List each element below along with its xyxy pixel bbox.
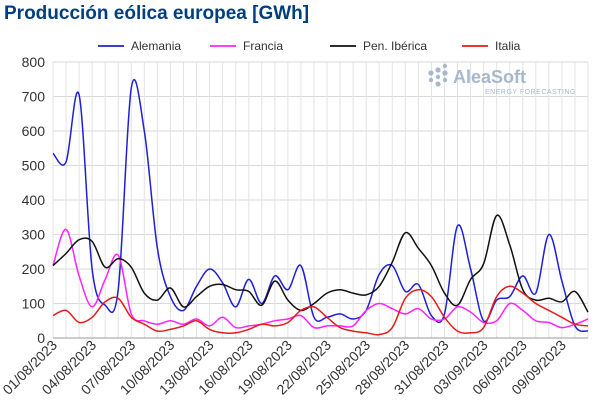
legend: Alemania Francia Pen. Ibérica Italia: [98, 39, 521, 53]
series-line-pen-ib-rica: [52, 214, 589, 313]
logo-dot: [442, 63, 448, 69]
logo-dot: [428, 70, 434, 76]
legend-label-alemania: Alemania: [131, 39, 181, 53]
chart-title: Producción eólica europea [GWh]: [4, 3, 310, 24]
legend-label-francia: Francia: [243, 39, 283, 53]
logo-icon: [428, 63, 448, 87]
logo-name: AleaSoft: [453, 67, 526, 87]
y-tick-label: 100: [22, 296, 46, 312]
logo-dot: [442, 70, 448, 76]
y-tick-label: 200: [22, 261, 46, 277]
series-line-italia: [52, 285, 589, 336]
logo-dot: [428, 77, 434, 83]
grid: [52, 61, 589, 339]
aleasoft-logo: AleaSoft ENERGY FORECASTING: [428, 63, 576, 96]
logo-dot: [435, 81, 441, 87]
y-tick-label: 400: [22, 192, 46, 208]
logo-dot: [435, 67, 441, 73]
legend-label-italia: Italia: [495, 39, 521, 53]
logo-tagline: ENERGY FORECASTING: [485, 89, 576, 96]
y-tick-label: 500: [22, 158, 46, 174]
y-tick-label: 800: [22, 54, 46, 70]
series-line-alemania: [52, 78, 589, 333]
y-tick-label: 700: [22, 89, 46, 105]
y-tick-label: 300: [22, 227, 46, 243]
logo-dot: [435, 74, 441, 80]
series: [52, 78, 589, 336]
y-tick-label: 0: [37, 330, 45, 346]
legend-label-pen-ib-rica: Pen. Ibérica: [363, 39, 427, 53]
y-tick-label: 600: [22, 123, 46, 139]
series-line-francia: [52, 228, 589, 329]
logo-dot: [442, 77, 448, 83]
